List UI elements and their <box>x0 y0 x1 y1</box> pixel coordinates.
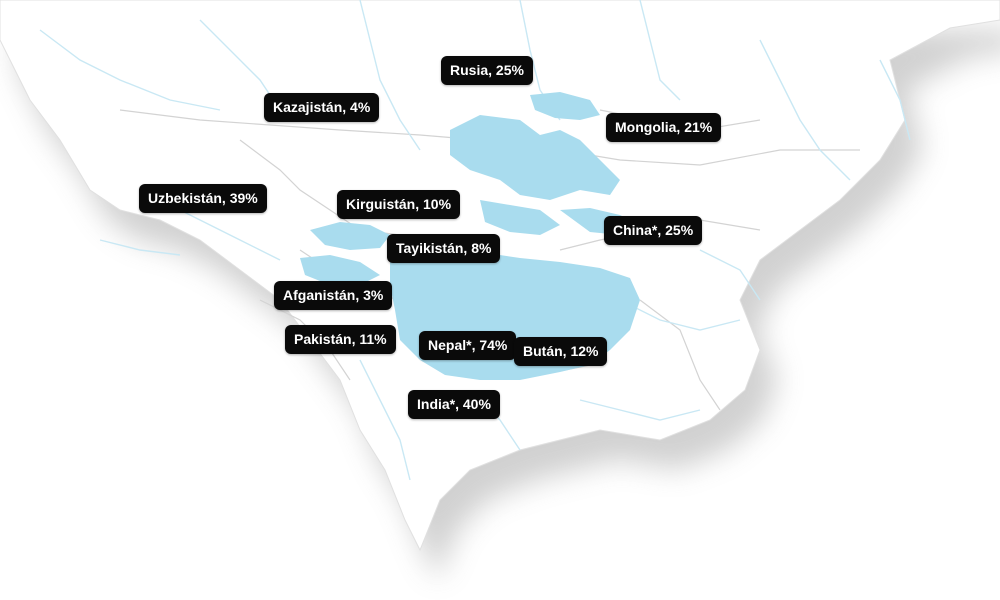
label-nepal: Nepal*, 74% <box>419 331 517 360</box>
label-uzbekistan: Uzbekistán, 39% <box>139 184 267 213</box>
label-china: China*, 25% <box>604 216 703 245</box>
label-rusia: Rusia, 25% <box>441 56 533 85</box>
rivers <box>39 0 911 481</box>
label-kirguistan: Kirguistán, 10% <box>337 190 461 219</box>
label-kazajistan: Kazajistán, 4% <box>264 93 380 122</box>
label-pakistan: Pakistán, 11% <box>285 325 396 354</box>
label-tayikistan: Tayikistán, 8% <box>387 234 501 263</box>
label-india: India*, 40% <box>408 390 500 419</box>
label-butan: Bután, 12% <box>514 337 608 366</box>
label-afganistan: Afganistán, 3% <box>274 281 393 310</box>
label-mongolia: Mongolia, 21% <box>606 113 722 142</box>
